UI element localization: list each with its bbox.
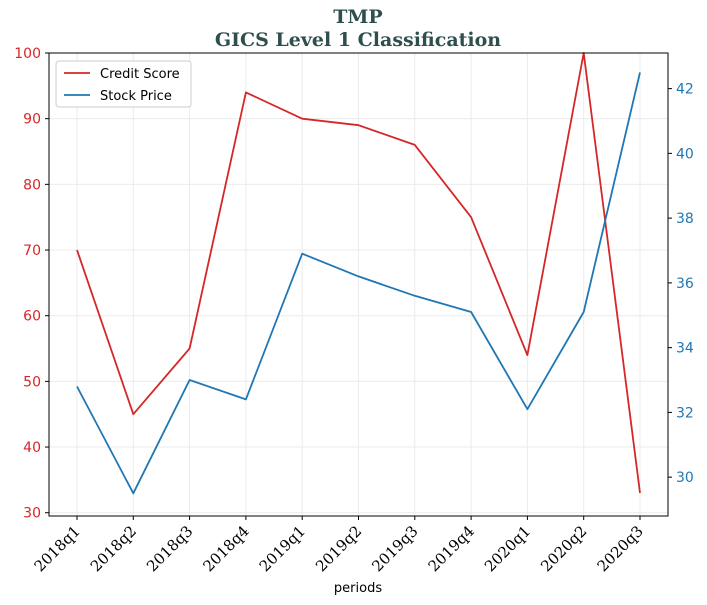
x-tick-label: 2019q3: [368, 522, 421, 575]
series-line-credit-score: [76, 52, 641, 494]
left-y-tick-label: 90: [23, 112, 41, 128]
x-tick-label: 2018q3: [143, 522, 196, 575]
left-y-tick-label: 80: [23, 177, 41, 193]
x-tick-label: 2019q1: [256, 522, 309, 575]
grid: [49, 52, 668, 516]
left-y-tick-label: 60: [23, 309, 41, 325]
x-tick-label: 2018q4: [199, 522, 252, 575]
right-y-tick-label: 36: [676, 276, 694, 292]
right-y-tick-label: 32: [676, 405, 694, 421]
x-axis-label: periods: [334, 581, 382, 596]
right-y-tick-label: 42: [676, 82, 694, 98]
series-line-stock-price: [76, 72, 641, 495]
x-tick-label: 2020q1: [481, 522, 534, 575]
chart-title: TMP: [333, 6, 382, 28]
right-y-tick-label: 30: [676, 470, 694, 486]
legend-label: Stock Price: [100, 89, 172, 104]
legend-label: Credit Score: [100, 67, 180, 82]
right-y-tick-label: 38: [676, 211, 694, 227]
x-tick-label: 2020q2: [537, 522, 590, 575]
left-y-tick-label: 40: [23, 440, 41, 456]
x-axis: 2018q1 2018q2 2018q3 2018q4 2019q1 2019q2 2019…: [31, 516, 647, 575]
x-tick-label: 2018q1: [31, 522, 84, 575]
left-y-tick-label: 30: [23, 506, 41, 522]
left-y-axis: 30 40 50 60 70 80 90 100: [14, 46, 49, 522]
x-tick-label: 2019q4: [425, 522, 478, 575]
series-layer: [76, 52, 641, 495]
right-y-tick-label: 34: [676, 341, 694, 357]
left-y-tick-label: 50: [23, 374, 41, 390]
chart-subtitle: GICS Level 1 Classification: [215, 29, 501, 51]
x-tick-label: 2019q2: [312, 522, 365, 575]
x-tick-label: 2018q2: [87, 522, 140, 575]
left-y-tick-label: 70: [23, 243, 41, 259]
legend: Credit Score Stock Price: [55, 60, 192, 108]
right-y-axis: 30 32 34 36 38 40 42: [668, 82, 694, 486]
x-tick-label: 2020q3: [594, 522, 647, 575]
right-y-tick-label: 40: [676, 146, 694, 162]
left-y-tick-label: 100: [14, 46, 41, 62]
